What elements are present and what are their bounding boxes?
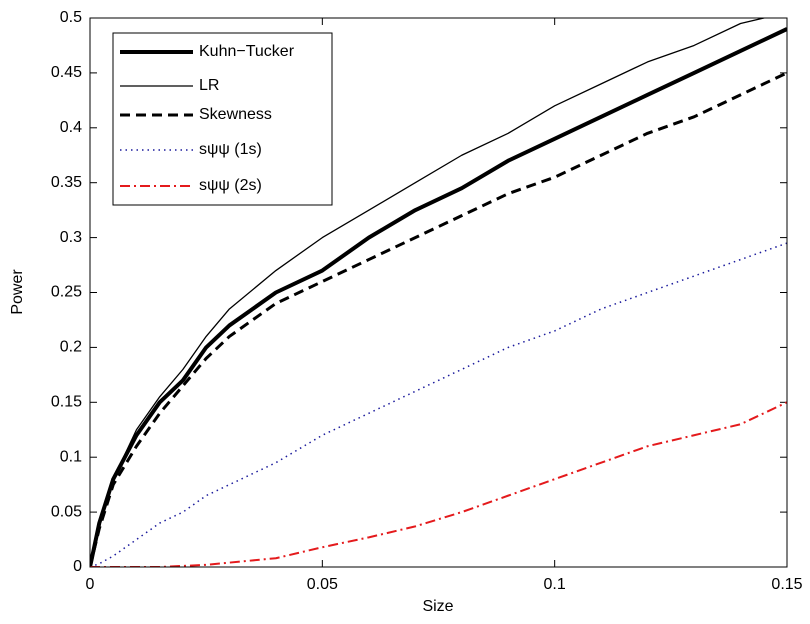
legend-box bbox=[112, 32, 333, 206]
legend-label: LR bbox=[199, 77, 219, 94]
y-tick-label: 0.35 bbox=[51, 174, 82, 191]
legend-label: Kuhn−Tucker bbox=[199, 43, 295, 60]
y-tick-label: 0.05 bbox=[51, 503, 82, 520]
series-line bbox=[90, 71, 787, 567]
y-tick-label: 0.5 bbox=[60, 9, 82, 26]
x-tick-label: 0.1 bbox=[544, 576, 566, 593]
legend-label: sψψ (1s) bbox=[199, 141, 262, 158]
y-tick-label: 0.15 bbox=[51, 394, 82, 411]
x-tick-label: 0 bbox=[86, 576, 95, 593]
y-tick-label: 0 bbox=[73, 558, 82, 575]
series-line bbox=[90, 27, 787, 567]
y-tick-label: 0.4 bbox=[60, 119, 82, 136]
y-tick-label: 0.25 bbox=[51, 284, 82, 301]
y-axis-label: Power bbox=[9, 269, 26, 315]
y-tick-label: 0.3 bbox=[60, 229, 82, 246]
x-tick-label: 0.05 bbox=[307, 576, 338, 593]
y-tick-label: 0.45 bbox=[51, 64, 82, 81]
y-tick-label: 0.1 bbox=[60, 448, 82, 465]
y-tick-label: 0.2 bbox=[60, 339, 82, 356]
series-line bbox=[90, 401, 787, 567]
x-axis-label: Size bbox=[422, 598, 453, 615]
legend-label: sψψ (2s) bbox=[199, 177, 262, 194]
x-tick-label: 0.15 bbox=[771, 576, 802, 593]
series-group bbox=[90, 18, 787, 567]
plot-frame bbox=[89, 17, 788, 568]
legend-label: Skewness bbox=[199, 106, 272, 123]
series-line bbox=[90, 18, 767, 567]
